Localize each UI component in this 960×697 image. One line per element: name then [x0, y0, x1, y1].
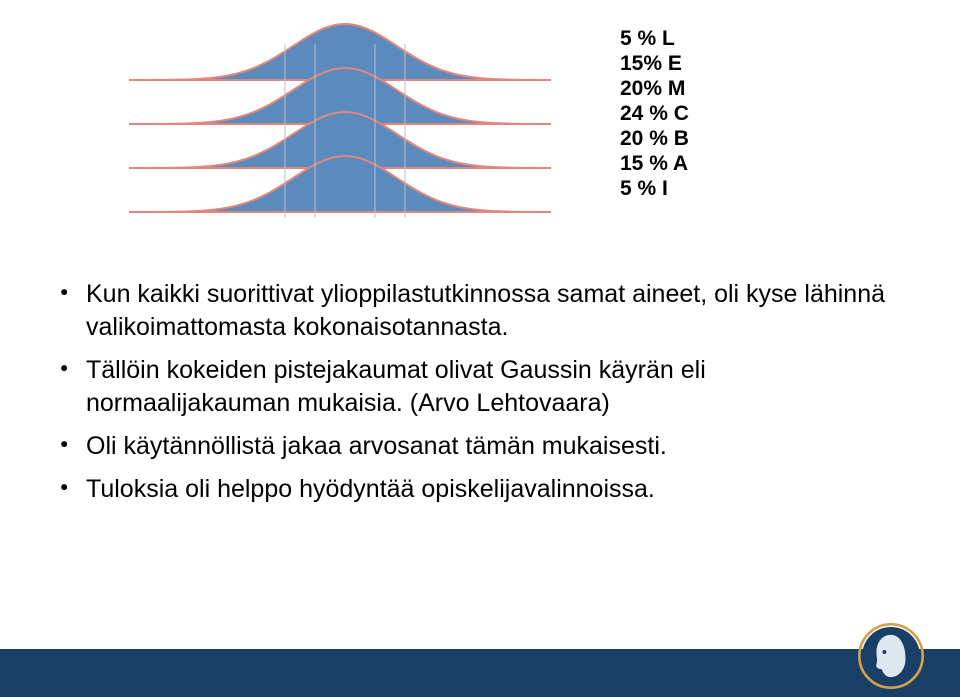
- stat-line: 20 % B: [620, 126, 689, 151]
- bullet-item: Tuloksia oli helppo hyödyntää opiskelija…: [60, 473, 900, 506]
- stat-line: 5 % L: [620, 26, 689, 51]
- stat-line: 20% M: [620, 76, 689, 101]
- stat-line: 24 % C: [620, 101, 689, 126]
- logo-svg: [858, 623, 924, 689]
- bullet-ul: Kun kaikki suorittivat ylioppilastutkinn…: [60, 278, 900, 506]
- logo: [858, 623, 924, 689]
- bullet-item: Oli käytännöllistä jakaa arvosanat tämän…: [60, 430, 900, 463]
- bullet-item: Kun kaikki suorittivat ylioppilastutkinn…: [60, 278, 900, 344]
- grade-stats: 5 % L15% E20% M24 % C20 % B15 % A5 % I: [620, 26, 689, 201]
- bullet-item: Tällöin kokeiden pistejakaumat olivat Ga…: [60, 354, 900, 420]
- footer-bar: [0, 649, 960, 697]
- bullet-list: Kun kaikki suorittivat ylioppilastutkinn…: [60, 278, 900, 516]
- stat-line: 15 % A: [620, 151, 689, 176]
- distribution-chart: [120, 18, 560, 238]
- stat-line: 15% E: [620, 51, 689, 76]
- gaussian-curve: [130, 156, 550, 212]
- stat-line: 5 % I: [620, 176, 689, 201]
- curves-svg: [120, 18, 560, 238]
- slide: { "layout": { "chart": { "left": 120, "t…: [0, 0, 960, 697]
